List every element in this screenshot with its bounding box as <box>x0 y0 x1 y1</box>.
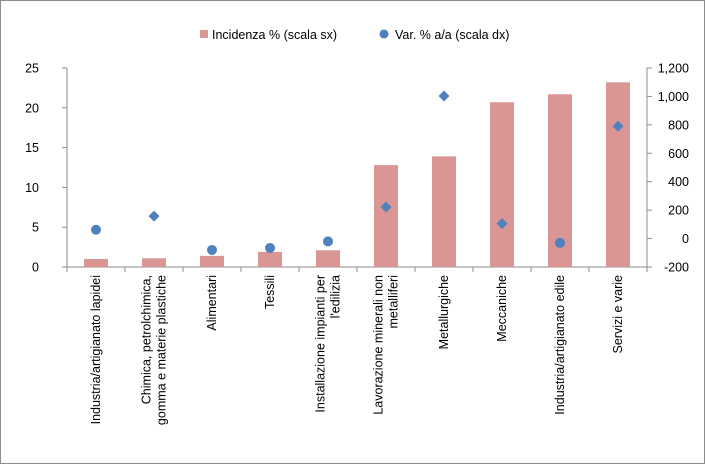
right-tick-label: 200 <box>668 204 689 218</box>
scatter-point <box>438 90 450 102</box>
category-label: l'edilizia <box>329 275 343 318</box>
scatter-point <box>91 224 101 235</box>
legend: Incidenza % (scala sx) Var. % a/a (scala… <box>200 28 509 42</box>
legend-swatch-dot <box>379 29 389 39</box>
category-label: gomma e materie plastiche <box>155 275 169 425</box>
category-label: Tessili <box>263 275 277 309</box>
bar <box>606 82 630 267</box>
bar <box>490 102 514 267</box>
scatter-point <box>265 242 275 253</box>
axes: 0 5 10 15 20 25 -200 0 200 400 600 800 1,000 1,200 <box>25 62 689 275</box>
category-label: Metallurgiche <box>437 275 451 349</box>
bar <box>84 259 108 267</box>
category-label: Lavorazione minerali non <box>372 275 386 415</box>
scatter-point <box>207 244 217 255</box>
scatter-series <box>91 90 624 255</box>
category-label: Servizi e varie <box>611 275 625 354</box>
scatter-point <box>555 237 565 248</box>
bar <box>374 165 398 267</box>
category-label: Installazione impianti per <box>314 275 328 413</box>
legend-label-dot: Var. % a/a (scala dx) <box>395 28 509 42</box>
category-label: Alimentari <box>205 275 219 331</box>
left-tick-label: 25 <box>25 62 39 76</box>
legend-swatch-bar <box>200 30 208 38</box>
left-tick-label: 0 <box>32 261 39 275</box>
scatter-point <box>380 201 392 213</box>
bar <box>316 250 340 267</box>
category-label: Industria/artigianato edile <box>553 275 567 415</box>
left-tick-label: 5 <box>32 221 39 235</box>
bar <box>200 255 224 267</box>
category-label: Industria/artigianato lapidei <box>89 275 103 424</box>
category-labels: Industria/artigianato lapidei Chimica, pe… <box>89 275 625 425</box>
category-label: metalliferi <box>387 275 401 329</box>
right-tick-label: 400 <box>668 175 689 189</box>
right-tick-label: 800 <box>668 118 689 132</box>
bar <box>432 156 456 267</box>
category-label: Chimica, petrolchimica, <box>140 275 154 404</box>
right-tick-label: 1,200 <box>658 62 689 76</box>
legend-label-bar: Incidenza % (scala sx) <box>212 28 337 42</box>
right-tick-label: 0 <box>682 232 689 246</box>
right-tick-label: -200 <box>664 261 689 275</box>
scatter-point <box>148 210 160 222</box>
bar-series <box>84 82 630 267</box>
scatter-point <box>323 236 333 247</box>
left-tick-label: 10 <box>25 181 39 195</box>
scatter-point <box>612 120 624 132</box>
left-tick-label: 15 <box>25 141 39 155</box>
bar <box>142 258 166 267</box>
scatter-point <box>496 218 508 230</box>
right-tick-label: 1,000 <box>658 90 689 104</box>
right-tick-label: 600 <box>668 147 689 161</box>
bar <box>258 251 282 267</box>
left-tick-label: 20 <box>25 101 39 115</box>
category-label: Meccaniche <box>495 275 509 342</box>
